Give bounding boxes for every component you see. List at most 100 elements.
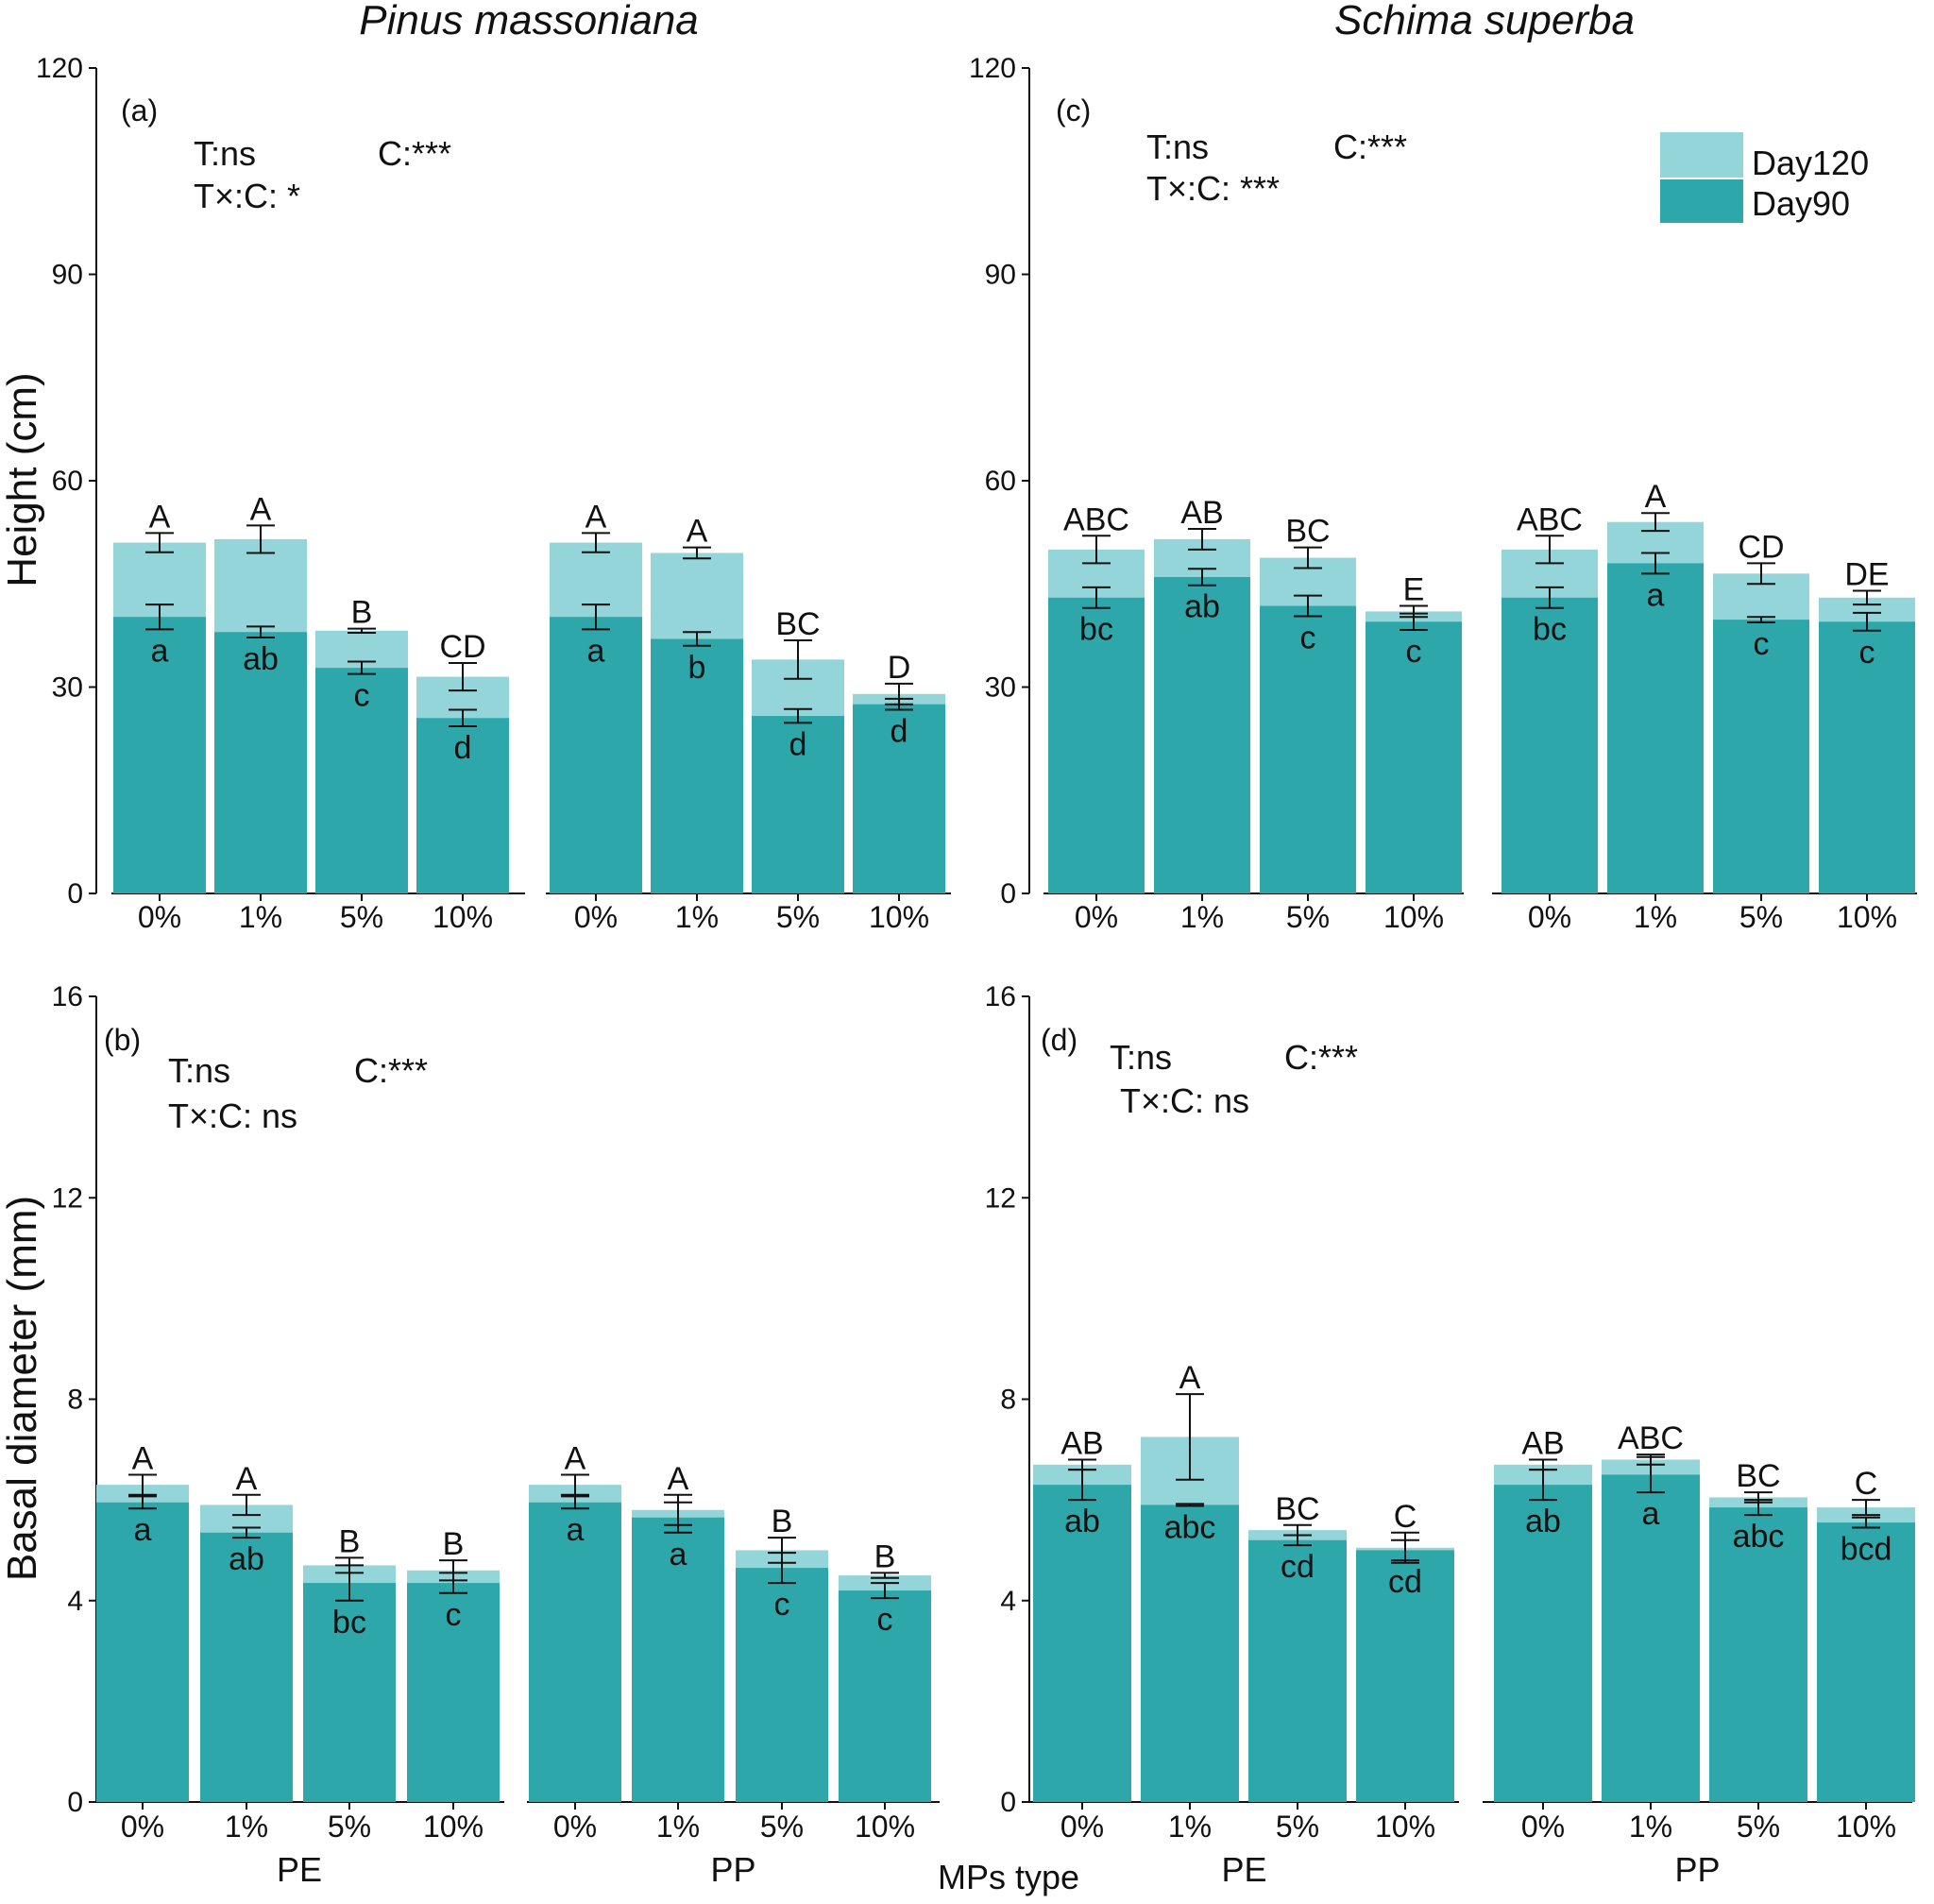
y-tick-label: 120 xyxy=(36,53,83,84)
errorbar-day90 xyxy=(1400,612,1428,632)
y-tick-label: 60 xyxy=(985,466,1016,497)
letter-day90: ab xyxy=(243,641,279,677)
errorbar-day90 xyxy=(348,660,376,675)
errorbar-day120 xyxy=(871,1572,899,1579)
stat-annotation: T×:C: ns xyxy=(1120,1081,1249,1120)
x-tick-label: 5% xyxy=(340,900,383,934)
stat-annotation: C:*** xyxy=(378,134,451,173)
letter-day90: c xyxy=(1300,620,1316,655)
letter-day120: ABC xyxy=(1063,502,1129,537)
errorbar-day90 xyxy=(1853,611,1881,632)
x-tick-label: 1% xyxy=(1168,1810,1212,1844)
bar-day90 xyxy=(1048,597,1145,893)
letter-day120: A xyxy=(565,1440,586,1476)
stat-annotation: C:*** xyxy=(1333,128,1407,166)
x-tick-label: 1% xyxy=(1634,900,1677,934)
bar-day90 xyxy=(1494,1485,1592,1802)
letter-day90: d xyxy=(454,730,472,766)
x-tick-label: 1% xyxy=(225,1810,268,1844)
letter-day120: A xyxy=(132,1440,154,1476)
panel-b: 0 4 8 12 16 (b) T:ns C:*** T×:C: ns PE Aa 0% Aab 1% Bb… xyxy=(52,981,940,1889)
letter-day120: B xyxy=(351,595,373,631)
errorbar-day120 xyxy=(1294,546,1322,570)
panel-tag: (a) xyxy=(121,94,158,128)
stat-annotation: T:ns xyxy=(1110,1038,1172,1077)
bar-day90 xyxy=(1713,620,1809,893)
bar-day90 xyxy=(1607,563,1704,893)
letter-day90: bc xyxy=(1533,612,1567,648)
y-tick-label: 30 xyxy=(52,672,83,704)
letter-day120: A xyxy=(585,499,607,535)
y-tick-label: 12 xyxy=(52,1182,83,1214)
letter-day120: A xyxy=(1179,1360,1201,1396)
errorbar-day90 xyxy=(128,1495,157,1510)
group-label: PE xyxy=(277,1850,322,1889)
letter-day90: a xyxy=(134,1512,152,1548)
x-tick-label: 1% xyxy=(239,900,282,934)
errorbar-day120 xyxy=(784,638,812,680)
x-tick-label: 10% xyxy=(1837,900,1897,934)
legend-swatch-day90 xyxy=(1660,179,1743,223)
species-title-right: Schima superba xyxy=(1334,0,1635,43)
letter-day90: abc xyxy=(1733,1519,1785,1555)
y-tick-label: 0 xyxy=(67,878,83,910)
letter-day90: c xyxy=(1859,635,1875,671)
x-tick-label: 10% xyxy=(423,1810,484,1844)
letter-day120: A xyxy=(149,499,171,535)
letter-day90: cd xyxy=(1281,1549,1315,1585)
stat-annotation: T×:C: ns xyxy=(168,1096,297,1135)
y-tick-label: 90 xyxy=(985,260,1016,291)
letter-day90: b xyxy=(688,650,706,686)
x-tick-label: 10% xyxy=(1383,900,1444,934)
stat-annotation: T:ns xyxy=(168,1051,230,1090)
bar-day90 xyxy=(1501,597,1598,893)
errorbar-day120 xyxy=(1747,562,1775,586)
bar-day90 xyxy=(1260,605,1356,893)
bar-day90 xyxy=(200,1532,293,1802)
errorbar-day90 xyxy=(1391,1538,1419,1562)
letter-day120: D xyxy=(888,650,911,686)
bar-day90 xyxy=(1602,1474,1700,1802)
letter-day120: CD xyxy=(1738,529,1784,565)
errorbar-day120 xyxy=(1082,535,1111,565)
letter-day90: ab xyxy=(1525,1504,1561,1539)
letter-day120: DE xyxy=(1844,557,1889,593)
letter-day90: a xyxy=(587,633,605,669)
letter-day120: C xyxy=(1394,1499,1417,1535)
y-tick-label: 16 xyxy=(52,981,83,1012)
bar-day90 xyxy=(632,1517,724,1802)
errorbar-day120 xyxy=(1852,1499,1880,1517)
bar-day90 xyxy=(1366,621,1462,893)
errorbar-day120 xyxy=(683,546,711,560)
letter-day120: A xyxy=(236,1461,258,1497)
bar-day90 xyxy=(407,1583,500,1802)
bar-day90 xyxy=(651,638,743,893)
letter-day90: d xyxy=(789,726,807,762)
stat-annotation: C:*** xyxy=(1284,1038,1358,1077)
bar-day90 xyxy=(214,632,307,893)
stat-annotation: T:ns xyxy=(194,134,256,173)
errorbar-day90 xyxy=(1529,1469,1557,1502)
bar-day90 xyxy=(736,1568,828,1802)
errorbar-day120 xyxy=(348,627,376,634)
letter-day120: B xyxy=(874,1538,896,1574)
y-axis-label-diameter: Basal diameter (mm) xyxy=(0,1196,45,1581)
legend-label-day120: Day120 xyxy=(1752,144,1869,182)
y-tick-label: 16 xyxy=(985,981,1016,1012)
errorbar-day120 xyxy=(145,532,174,553)
errorbar-day90 xyxy=(1176,1503,1204,1507)
x-tick-label: 0% xyxy=(1060,1810,1104,1844)
letter-day120: B xyxy=(339,1523,361,1559)
letter-day120: B xyxy=(443,1526,465,1562)
errorbar-day90 xyxy=(871,1582,899,1600)
bar-day90 xyxy=(1033,1485,1131,1802)
errorbar-day120 xyxy=(1853,589,1881,606)
stat-annotation: T×:C: *** xyxy=(1146,169,1280,208)
bar-day90 xyxy=(1709,1507,1807,1802)
species-title-left: Pinus massoniana xyxy=(359,0,699,43)
letter-day90: c xyxy=(1754,626,1770,662)
x-tick-label: 5% xyxy=(776,900,820,934)
x-tick-label: 1% xyxy=(1629,1810,1672,1844)
errorbar-day90 xyxy=(664,1501,692,1534)
errorbar-day120 xyxy=(449,662,477,692)
